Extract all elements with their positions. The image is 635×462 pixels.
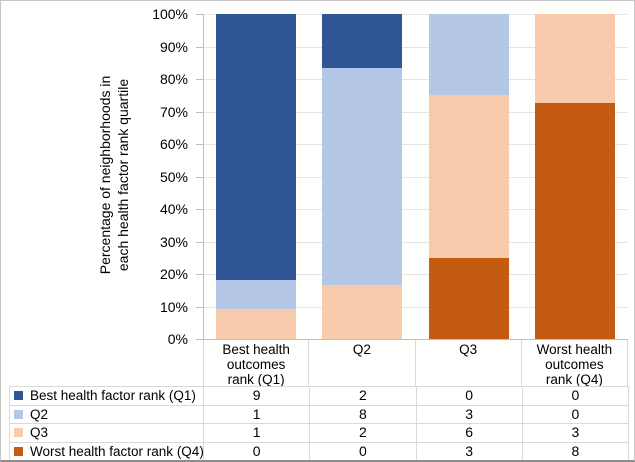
- bar-segment: [322, 68, 403, 285]
- category-label-line: Best health: [222, 342, 290, 357]
- y-axis-tick-label: 30%: [159, 233, 188, 250]
- value-cell: 2: [310, 424, 417, 443]
- y-axis-line: [203, 14, 204, 339]
- legend-swatch: [14, 391, 23, 401]
- legend-label: Worst health factor rank (Q4): [30, 444, 204, 460]
- value-cell: 8: [523, 442, 629, 460]
- legend-label: Best health factor rank (Q1): [30, 388, 196, 404]
- gridline: [203, 79, 628, 80]
- value-cell: 3: [522, 424, 629, 443]
- y-axis-tick: [196, 46, 203, 48]
- value-cell: 3: [416, 405, 523, 425]
- y-axis-tick-label: 90%: [159, 38, 188, 55]
- y-axis-tick: [196, 209, 203, 210]
- category-label: Q3: [416, 340, 522, 386]
- category-label-line: outcomes: [545, 357, 604, 372]
- y-axis-tick-label: 40%: [159, 201, 188, 217]
- y-axis-tick-label: 50%: [159, 168, 188, 185]
- gridline: [203, 209, 628, 210]
- y-axis-tick: [196, 339, 203, 340]
- table-row: Q2 1 8 3 0: [10, 405, 629, 425]
- table-row: Q3 1 2 6 3: [10, 424, 629, 443]
- y-axis-tick-label: 80%: [159, 71, 188, 87]
- bar-segment: [216, 309, 297, 339]
- gridline: [203, 111, 628, 113]
- y-axis-tick-label: 70%: [159, 103, 188, 120]
- value-cell: 1: [204, 405, 311, 425]
- y-axis-tick: [196, 176, 203, 178]
- legend-cell: Worst health factor rank (Q4): [10, 442, 204, 460]
- value-cell: 0: [416, 387, 523, 406]
- value-cell: 0: [310, 442, 417, 460]
- category-label-line: Worst health: [536, 342, 613, 357]
- x-axis-line: [203, 339, 628, 340]
- value-cell: 2: [310, 387, 417, 406]
- category-label-line: Q2: [352, 342, 371, 357]
- legend-label: Q2: [30, 406, 49, 422]
- gridline: [203, 306, 628, 308]
- table-row: Worst health factor rank (Q4) 0 0 3 8: [10, 442, 629, 460]
- value-cell: 3: [417, 442, 523, 460]
- value-cell: 6: [416, 424, 523, 443]
- bar-segment: [428, 257, 509, 339]
- y-axis-tick-label: 20%: [159, 266, 188, 282]
- y-axis-title-line-2: each health factor rank quartile: [115, 78, 131, 272]
- gridline: [203, 46, 628, 48]
- y-axis-title: Percentage of neighborhoods in each heal…: [96, 10, 132, 340]
- legend-swatch: [14, 428, 23, 438]
- y-axis-tick-label: 10%: [159, 298, 188, 315]
- table-row: Best health factor rank (Q1) 9 2 0 0: [10, 387, 629, 406]
- category-label: Worst health outcomes rank (Q4): [522, 340, 628, 387]
- gridline: [203, 176, 628, 178]
- y-axis-tick: [196, 14, 203, 15]
- y-axis-tick: [196, 306, 203, 308]
- category-label-line: rank (Q4): [545, 372, 603, 387]
- y-axis-tick: [196, 111, 203, 113]
- bar-segment: [322, 14, 403, 69]
- gridline: [203, 241, 628, 243]
- value-cell: 0: [204, 442, 311, 460]
- y-axis-tick-label: 0%: [167, 331, 188, 347]
- y-axis-tick: [196, 144, 203, 145]
- category-label-line: rank (Q1): [227, 372, 285, 387]
- y-axis-tick-label: 60%: [159, 136, 188, 152]
- bar-segment: [322, 284, 403, 339]
- legend-cell: Q3: [10, 424, 204, 443]
- legend-swatch: [14, 447, 23, 457]
- value-cell: 8: [310, 405, 417, 425]
- y-axis-title-line-1: Percentage of neighborhoods in: [97, 75, 113, 275]
- y-axis-tick: [196, 79, 203, 80]
- category-label-line: outcomes: [226, 357, 286, 372]
- gridline: [203, 14, 628, 15]
- legend-swatch: [14, 409, 23, 419]
- legend-data-table: Best health factor rank (Q1) 9 2 0 0 Q2 1 8 3 0 Q3…: [9, 386, 629, 460]
- legend-label: Q3: [30, 425, 49, 441]
- bar-segment: [534, 102, 615, 339]
- value-cell: 1: [204, 424, 311, 443]
- value-cell: 0: [522, 405, 629, 425]
- bar-segment: [534, 14, 615, 103]
- legend-cell: Q2: [10, 405, 204, 425]
- legend-cell: Best health factor rank (Q1): [10, 387, 204, 406]
- y-axis-tick: [196, 241, 203, 243]
- gridline: [203, 144, 628, 145]
- bar-segment: [428, 14, 509, 96]
- category-label: Q2: [309, 340, 416, 386]
- category-label: Best health outcomes rank (Q1): [203, 340, 310, 387]
- bar-segment: [428, 95, 509, 258]
- y-axis-tick: [196, 274, 203, 275]
- bar-segment: [216, 279, 297, 310]
- y-axis-tick-label: 100%: [152, 6, 188, 22]
- bar-segment: [216, 14, 297, 280]
- value-cell: 9: [204, 387, 311, 406]
- value-cell: 0: [522, 387, 629, 406]
- gridline: [203, 274, 628, 275]
- category-label-line: Q3: [459, 342, 478, 357]
